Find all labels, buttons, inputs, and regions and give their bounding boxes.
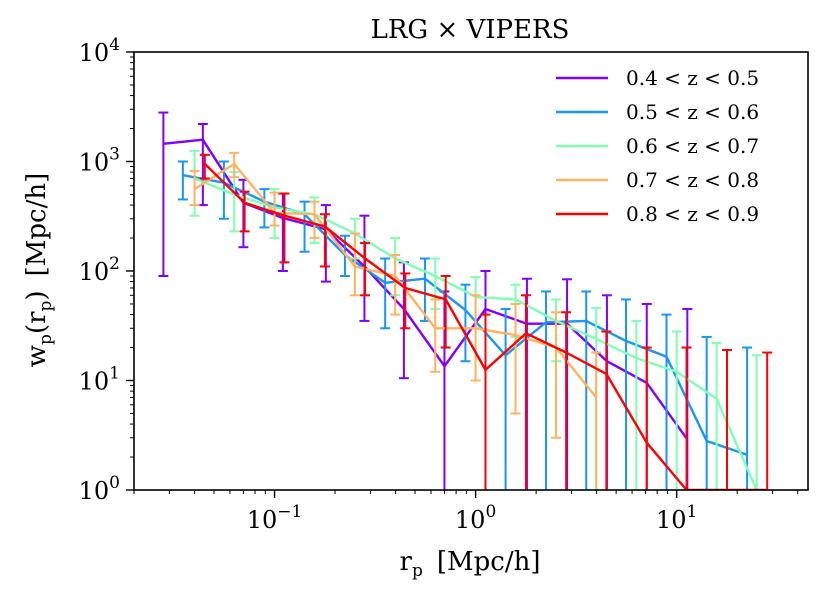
x-tick-label-base: 10 [656, 506, 687, 534]
y-axis-label: wp(rp)[Mpc/h] [22, 173, 56, 367]
x-tick-label: 10−1 [247, 502, 303, 534]
x-tick-label: 100 [455, 502, 496, 534]
series-group [158, 111, 773, 490]
x-tick-label-exp: −1 [277, 502, 302, 522]
y-axis-label-arg-sub: p [36, 300, 56, 311]
legend-label: 0.4 < z < 0.5 [626, 66, 759, 90]
x-tick-label-base: 10 [455, 506, 486, 534]
series-4 [189, 151, 602, 490]
y-tick-label-exp: 1 [109, 364, 120, 384]
y-tick-label-exp: 0 [109, 473, 120, 493]
legend-item-4: 0.7 < z < 0.8 [556, 168, 759, 192]
series-line [193, 162, 598, 399]
legend-item-2: 0.5 < z < 0.6 [556, 100, 759, 124]
x-tick-label-base: 10 [247, 506, 278, 534]
legend-item-5: 0.8 < z < 0.9 [556, 202, 759, 226]
x-tick-label-exp: 0 [485, 502, 496, 522]
x-tick-label: 101 [656, 502, 697, 534]
y-tick-label: 100 [79, 473, 120, 505]
legend-item-1: 0.4 < z < 0.5 [556, 66, 759, 90]
x-axis-label-sub: p [412, 561, 423, 581]
x-axis-label: rp [Mpc/h] [400, 547, 541, 581]
y-axis-label-sub: p [36, 334, 56, 345]
y-tick-label: 103 [79, 145, 120, 177]
y-tick-label-base: 10 [79, 477, 110, 505]
y-axis-label-units: [Mpc/h] [22, 173, 52, 277]
series-5 [199, 153, 773, 490]
y-axis-label-close: ) [22, 290, 52, 300]
series-line [203, 163, 768, 490]
y-tick-label-exp: 4 [109, 35, 120, 55]
y-axis-label-arg: r [22, 311, 52, 324]
y-tick-label: 104 [79, 35, 120, 67]
legend-item-3: 0.6 < z < 0.7 [556, 134, 759, 158]
series-2 [177, 160, 753, 490]
chart-title: LRG × VIPERS [371, 15, 570, 45]
y-tick-label-base: 10 [79, 258, 110, 286]
series-line [182, 174, 748, 456]
y-axis-label-open: ( [22, 324, 52, 334]
y-tick-label-base: 10 [79, 149, 110, 177]
y-tick-label-base: 10 [79, 39, 110, 67]
y-tick-label: 101 [79, 364, 120, 396]
plot-area [158, 111, 773, 490]
x-axis-label-base: r [400, 547, 413, 577]
y-tick-label-exp: 2 [109, 254, 120, 274]
legend: 0.4 < z < 0.5 0.5 < z < 0.6 0.6 < z < 0.7 0… [556, 66, 759, 226]
legend-label: 0.6 < z < 0.7 [626, 134, 759, 158]
x-axis-label-units: [Mpc/h] [437, 547, 541, 577]
y-tick-label: 102 [79, 254, 120, 286]
x-tick-label-exp: 1 [687, 502, 698, 522]
legend-label: 0.7 < z < 0.8 [626, 168, 759, 192]
legend-label: 0.8 < z < 0.9 [626, 202, 759, 226]
y-axis-label-base: w [22, 345, 52, 367]
legend-label: 0.5 < z < 0.6 [626, 100, 759, 124]
y-tick-label-exp: 3 [109, 145, 120, 165]
y-tick-label-base: 10 [79, 368, 110, 396]
